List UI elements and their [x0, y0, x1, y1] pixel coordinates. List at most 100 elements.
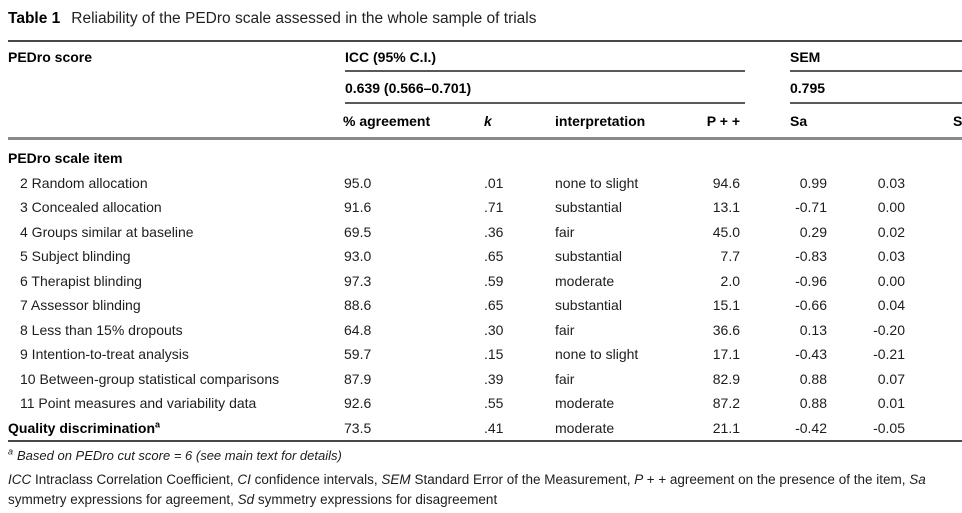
column-header-interpretation: interpretation: [555, 113, 646, 129]
cell-interpretation: moderate: [555, 272, 615, 289]
cell-k: .55: [484, 395, 504, 411]
cell-sa: 0.88: [799, 370, 827, 387]
icc-group-rule: [345, 70, 745, 72]
cell-agreement: 88.6: [344, 297, 372, 313]
cell-p-plus-plus: 7.7: [720, 248, 740, 264]
cell-p-plus-plus: 2.0: [720, 272, 740, 289]
cell-k: .65: [484, 297, 504, 313]
cell-sd: 0.01: [877, 395, 905, 411]
cell-k: .41: [484, 419, 504, 436]
group-header-icc: ICC (95% C.I.): [345, 49, 437, 65]
cell-sd: -0.05: [873, 419, 905, 436]
table-row: 11 Point measures and variability data 9…: [0, 391, 962, 416]
table-row: 3 Concealed allocation 91.6 .71 substant…: [0, 195, 962, 220]
cell-sd: 0.00: [877, 272, 905, 289]
cell-p-plus-plus: 36.6: [712, 321, 740, 338]
row-label: 5 Subject blinding: [20, 248, 131, 264]
table-row: 4 Groups similar at baseline 69.5 .36 fa…: [0, 220, 962, 245]
cell-k: .71: [484, 199, 504, 215]
column-header-sa: Sa: [790, 113, 808, 129]
sem-value-rule: [790, 102, 962, 104]
column-header-sd-truncated: S: [953, 113, 962, 129]
cell-sa: 0.29: [799, 223, 827, 240]
cell-agreement: 91.6: [344, 199, 372, 215]
cell-sd: 0.03: [877, 248, 905, 264]
cell-interpretation: moderate: [555, 419, 615, 436]
cell-sd: 0.03: [877, 174, 905, 191]
cell-interpretation: substantial: [555, 248, 622, 264]
cell-k: .30: [484, 321, 504, 338]
cell-interpretation: none to slight: [555, 346, 639, 362]
cell-interpretation: fair: [555, 370, 575, 387]
table-row: 10 Between-group statistical comparisons…: [0, 367, 962, 392]
column-header-pedro-score: PEDro score: [8, 49, 93, 65]
table-caption: Table 1 Reliability of the PEDro scale as…: [8, 10, 537, 28]
cell-p-plus-plus: 21.1: [712, 419, 740, 436]
row-label: 6 Therapist blinding: [20, 272, 142, 289]
cell-sd: 0.00: [877, 199, 905, 215]
footnote-definitions: ICC Intraclass Correlation Coefficient, …: [8, 472, 926, 507]
table-top-rule: [8, 40, 962, 42]
cell-agreement: 92.6: [344, 395, 372, 411]
cell-k: .65: [484, 248, 504, 264]
cell-agreement: 59.7: [344, 346, 372, 362]
row-label: 7 Assessor blinding: [20, 297, 141, 313]
cell-k: .01: [484, 174, 504, 191]
row-label: 8 Less than 15% dropouts: [20, 321, 183, 338]
footnote-a: a Based on PEDro cut score = 6 (see main …: [8, 446, 342, 463]
sem-value: 0.795: [790, 80, 826, 96]
table-row: 6 Therapist blinding 97.3 .59 moderate 2…: [0, 269, 962, 294]
cell-agreement: 97.3: [344, 272, 372, 289]
cell-agreement: 64.8: [344, 321, 372, 338]
table-row: 8 Less than 15% dropouts 64.8 .30 fair 3…: [0, 318, 962, 343]
table-bottom-rule: [8, 440, 962, 442]
cell-agreement: 73.5: [344, 419, 372, 436]
table-row: 2 Random allocation 95.0 .01 none to sli…: [0, 171, 962, 196]
cell-agreement: 95.0: [344, 174, 372, 191]
cell-k: .39: [484, 370, 504, 387]
cell-sd: -0.21: [873, 346, 905, 362]
cell-p-plus-plus: 87.2: [712, 395, 740, 411]
sem-group-rule: [790, 70, 962, 72]
table-title-text: Reliability of the PEDro scale assessed …: [71, 10, 537, 27]
cell-p-plus-plus: 82.9: [712, 370, 740, 387]
cell-agreement: 69.5: [344, 223, 372, 240]
cell-agreement: 87.9: [344, 370, 372, 387]
cell-sd: 0.07: [877, 370, 905, 387]
cell-sa: 0.13: [799, 321, 827, 338]
table-body: PEDro scale item 2 Random allocation 95.…: [0, 146, 962, 440]
cell-sd: 0.02: [877, 223, 905, 240]
table-row: 9 Intention-to-treat analysis 59.7 .15 n…: [0, 342, 962, 367]
row-label: 11 Point measures and variability data: [20, 395, 257, 411]
cell-sd: -0.20: [873, 321, 905, 338]
cell-p-plus-plus: 94.6: [712, 174, 740, 191]
row-label: 3 Concealed allocation: [20, 199, 162, 215]
cell-sa: -0.96: [795, 272, 827, 289]
cell-k: .36: [484, 223, 504, 240]
cell-sa: -0.71: [795, 199, 827, 215]
row-label: Quality discriminationa: [8, 418, 161, 436]
cell-interpretation: fair: [555, 321, 575, 338]
cell-sa: -0.83: [795, 248, 827, 264]
cell-p-plus-plus: 45.0: [712, 223, 740, 240]
table-row: PEDro scale item: [0, 146, 962, 171]
cell-agreement: 93.0: [344, 248, 372, 264]
cell-k: .59: [484, 272, 504, 289]
row-label: 4 Groups similar at baseline: [20, 223, 194, 240]
row-label: 2 Random allocation: [20, 174, 148, 191]
table-row: 7 Assessor blinding 88.6 .65 substantial…: [0, 293, 962, 318]
table-row: 5 Subject blinding 93.0 .65 substantial …: [0, 244, 962, 269]
footnote-a-text: Based on PEDro cut score = 6 (see main t…: [17, 448, 342, 463]
cell-k: .15: [484, 346, 504, 362]
cell-p-plus-plus: 17.1: [712, 346, 740, 362]
cell-sa: 0.88: [799, 395, 827, 411]
footnote-a-marker: a: [8, 446, 14, 457]
icc-value-rule: [345, 102, 745, 104]
cell-p-plus-plus: 13.1: [712, 199, 740, 215]
icc-value: 0.639 (0.566–0.701): [345, 80, 472, 96]
cell-interpretation: none to slight: [555, 174, 639, 191]
cell-interpretation: substantial: [555, 297, 622, 313]
group-header-sem: SEM: [790, 49, 821, 65]
cell-interpretation: moderate: [555, 395, 615, 411]
